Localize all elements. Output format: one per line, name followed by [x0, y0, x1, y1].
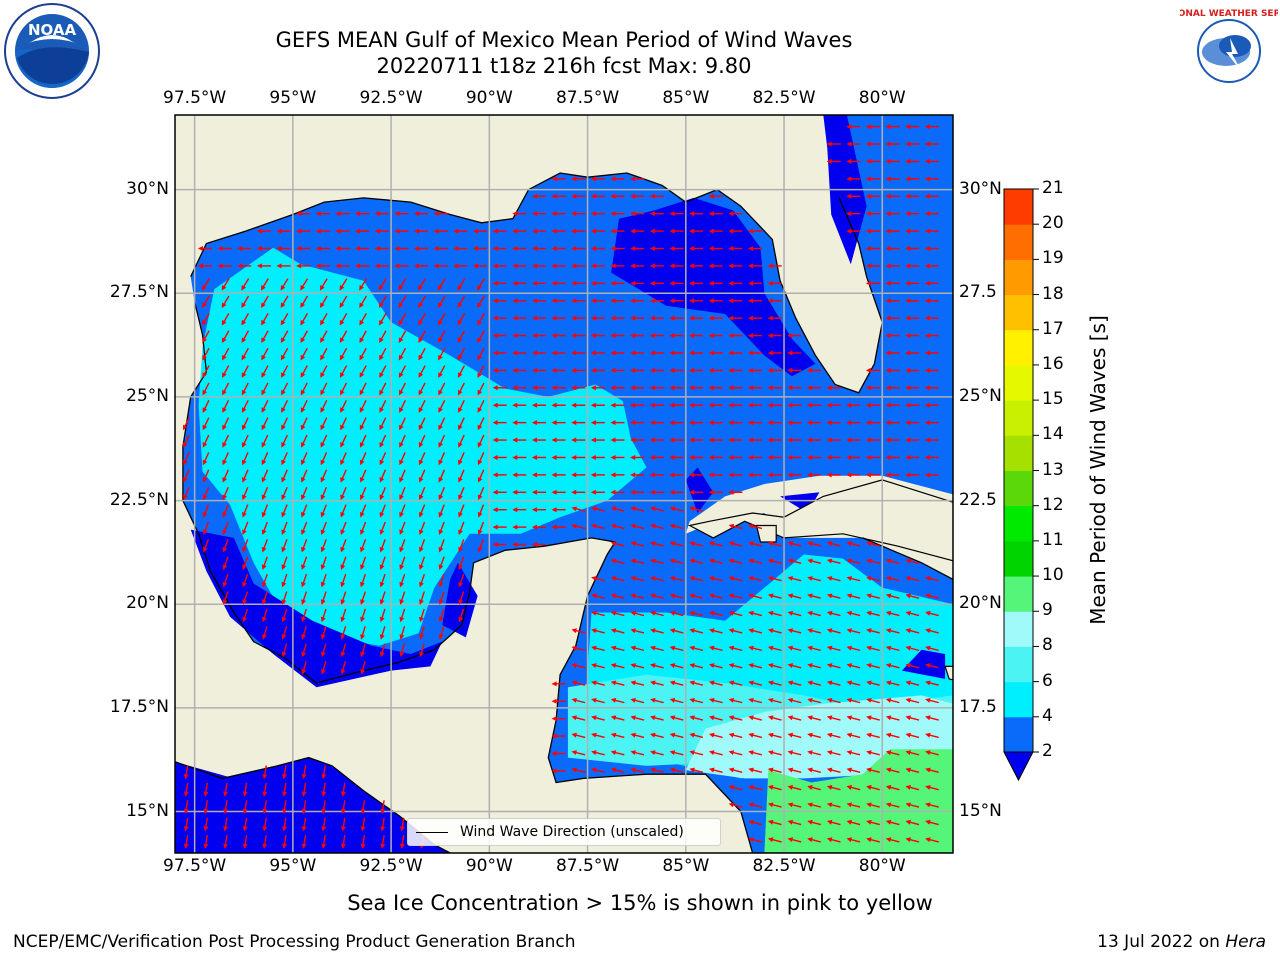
colorbar-tick-label: 10 — [1042, 565, 1064, 586]
colorbar-segment — [1004, 400, 1033, 436]
lon-tick-bottom: 80°W — [858, 856, 906, 876]
colorbar-segment — [1004, 189, 1033, 225]
colorbar-segment — [1004, 294, 1033, 331]
chart-title: GEFS MEAN Gulf of Mexico Mean Period of … — [275, 28, 853, 52]
colorbar-tick-label: 18 — [1042, 283, 1064, 304]
noaa-logo: NOAA — [4, 3, 100, 99]
colorbar-tick-label: 14 — [1042, 424, 1064, 445]
colorbar-tick-label: 19 — [1042, 248, 1064, 269]
colorbar-segment — [1004, 224, 1033, 260]
lat-tick-left: 17.5°N — [109, 696, 169, 717]
colorbar-tick-label: 4 — [1042, 705, 1053, 726]
lat-tick-right: 15°N — [959, 800, 1002, 821]
colorbar-segment — [1004, 540, 1033, 577]
lon-tick-top: 97.5°W — [163, 88, 227, 108]
lon-tick-bottom: 82.5°W — [752, 856, 816, 876]
producer-credit: NCEP/EMC/Verification Post Processing Pr… — [13, 932, 576, 952]
run-date: 13 Jul 2022 on Hera — [1097, 932, 1266, 952]
colorbar-tick-label: 13 — [1042, 459, 1064, 480]
colorbar-tick-label: 12 — [1042, 494, 1064, 515]
colorbar-tick-label: 15 — [1042, 389, 1064, 410]
svg-text:NATIONAL WEATHER SERVICE: NATIONAL WEATHER SERVICE — [1180, 9, 1278, 19]
legend-label: Wind Wave Direction (unscaled) — [460, 824, 684, 840]
low-period-pocket-1 — [190, 529, 443, 688]
colorbar-segment — [1004, 435, 1033, 471]
western-gulf-4-6s — [198, 247, 647, 646]
lat-tick-left: 15°N — [126, 800, 169, 821]
run-date-text: 13 Jul 2022 on — [1097, 932, 1220, 952]
low-period-pocket-5 — [685, 467, 714, 513]
lon-tick-top: 87.5°W — [555, 88, 620, 108]
lat-tick-right: 27.5 — [959, 282, 997, 303]
colorbar-tick-label: 6 — [1042, 670, 1053, 691]
legend: Wind Wave Direction (unscaled) — [407, 818, 721, 846]
lon-tick-top: 90°W — [465, 88, 513, 108]
lon-tick-top: 82.5°W — [752, 88, 816, 108]
colorbar-segment — [1004, 470, 1033, 507]
lon-tick-top: 80°W — [858, 88, 906, 108]
low-period-pocket-4 — [175, 761, 451, 853]
colorbar-segment — [1004, 716, 1033, 753]
lon-tick-bottom: 85°W — [662, 856, 710, 876]
lon-tick-bottom: 87.5°W — [555, 856, 620, 876]
lat-tick-left: 20°N — [126, 593, 169, 614]
colorbar-tick-label: 9 — [1042, 600, 1053, 621]
machine-name: Hera — [1225, 932, 1266, 952]
colorbar-tick-label: 17 — [1042, 318, 1064, 339]
lat-tick-right: 30°N — [959, 178, 1002, 199]
svg-text:NOAA: NOAA — [28, 21, 77, 39]
nws-logo: NATIONAL WEATHER SERVICE — [1180, 4, 1278, 98]
chart-subtitle: 20220711 t18z 216h fcst Max: 9.80 — [376, 54, 752, 78]
low-period-pocket-0 — [611, 197, 816, 377]
lon-tick-bottom: 97.5°W — [163, 856, 227, 876]
coastline-south — [182, 301, 953, 853]
lon-tick-bottom: 90°W — [465, 856, 513, 876]
island-1 — [755, 524, 777, 543]
colorbar-segment — [1004, 681, 1033, 718]
colorbar-tick-label: 16 — [1042, 353, 1064, 374]
lon-tick-top: 92.5°W — [359, 88, 423, 108]
sea-ice-note: Sea Ice Concentration > 15% is shown in … — [347, 891, 933, 915]
colorbar-label: Mean Period of Wind Waves [s] — [1086, 315, 1110, 625]
caribbean-9-10s — [764, 749, 953, 853]
island-2 — [944, 665, 953, 681]
colorbar-segment — [1004, 576, 1033, 612]
colorbar-segment — [1004, 364, 1033, 401]
map-frame — [174, 114, 954, 854]
colorbar-tick-label: 21 — [1042, 178, 1064, 198]
colorbar-segment — [1004, 259, 1033, 296]
coastline-north — [190, 172, 883, 394]
lat-tick-left: 30°N — [126, 178, 169, 199]
low-period-pocket-7 — [901, 649, 946, 679]
lat-tick-right: 25°N — [959, 385, 1002, 406]
lon-tick-bottom: 95°W — [269, 856, 317, 876]
lat-tick-left: 25°N — [126, 385, 169, 406]
colorbar-segment — [1004, 329, 1033, 366]
colorbar-segment — [1004, 505, 1033, 542]
lat-tick-left: 22.5°N — [109, 489, 169, 510]
lon-tick-bottom: 92.5°W — [359, 856, 423, 876]
lat-tick-right: 17.5 — [959, 696, 997, 717]
legend-line-swatch — [416, 831, 448, 833]
colorbar-tick-label: 20 — [1042, 213, 1064, 234]
colorbar-extend-arrow — [1003, 751, 1034, 782]
lon-tick-top: 85°W — [662, 88, 710, 108]
colorbar-segment — [1004, 611, 1033, 647]
colorbar-tick-label: 8 — [1042, 635, 1053, 656]
wave-direction-vectors — [183, 124, 939, 849]
lat-tick-right: 22.5 — [959, 489, 997, 510]
colorbar-segment — [1004, 646, 1033, 683]
lat-tick-left: 27.5°N — [109, 282, 169, 303]
colorbar-tick-label: 2 — [1042, 741, 1053, 761]
lon-tick-top: 95°W — [269, 88, 317, 108]
colorbar-tick-label: 11 — [1042, 529, 1064, 550]
lat-tick-right: 20°N — [959, 593, 1002, 614]
